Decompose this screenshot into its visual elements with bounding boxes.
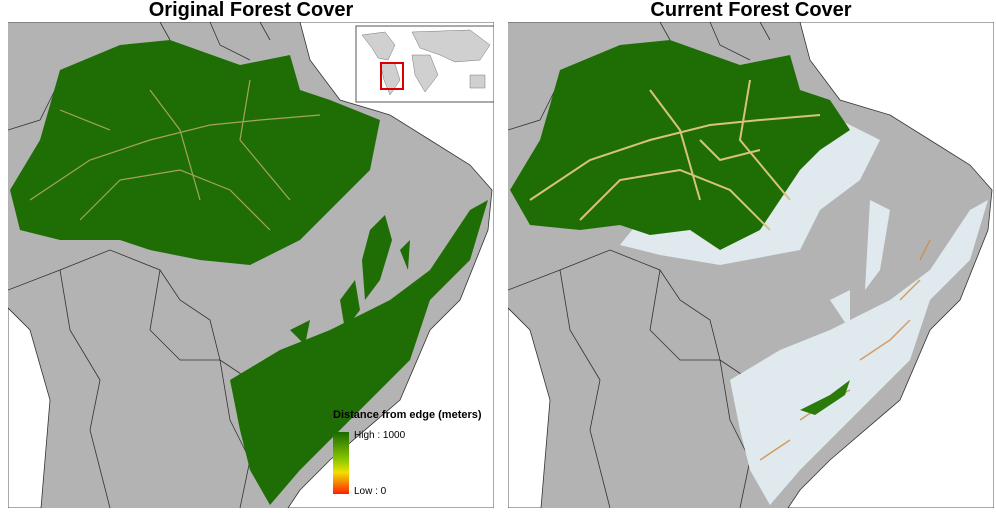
legend-title: Distance from edge (meters) <box>333 409 482 421</box>
panel-title: Original Forest Cover <box>149 0 354 21</box>
atlantic-remnant <box>800 380 850 415</box>
forest-patches <box>290 215 410 345</box>
legend-low: Low : 0 <box>354 486 387 497</box>
inset-land <box>361 29 491 96</box>
current-map <box>508 22 994 508</box>
atlantic-forest <box>230 200 488 505</box>
rivers <box>29 79 321 231</box>
remaining-forest <box>510 40 850 250</box>
legend-gradient <box>333 432 349 494</box>
legend-high: High : 1000 <box>354 430 406 441</box>
inset-highlight <box>380 62 404 90</box>
panel-title: Current Forest Cover <box>650 0 851 21</box>
forest-edges <box>529 79 821 231</box>
original-map: Distance from edge (meters) High : 1000 … <box>8 22 494 508</box>
amazon-forest <box>10 40 380 265</box>
